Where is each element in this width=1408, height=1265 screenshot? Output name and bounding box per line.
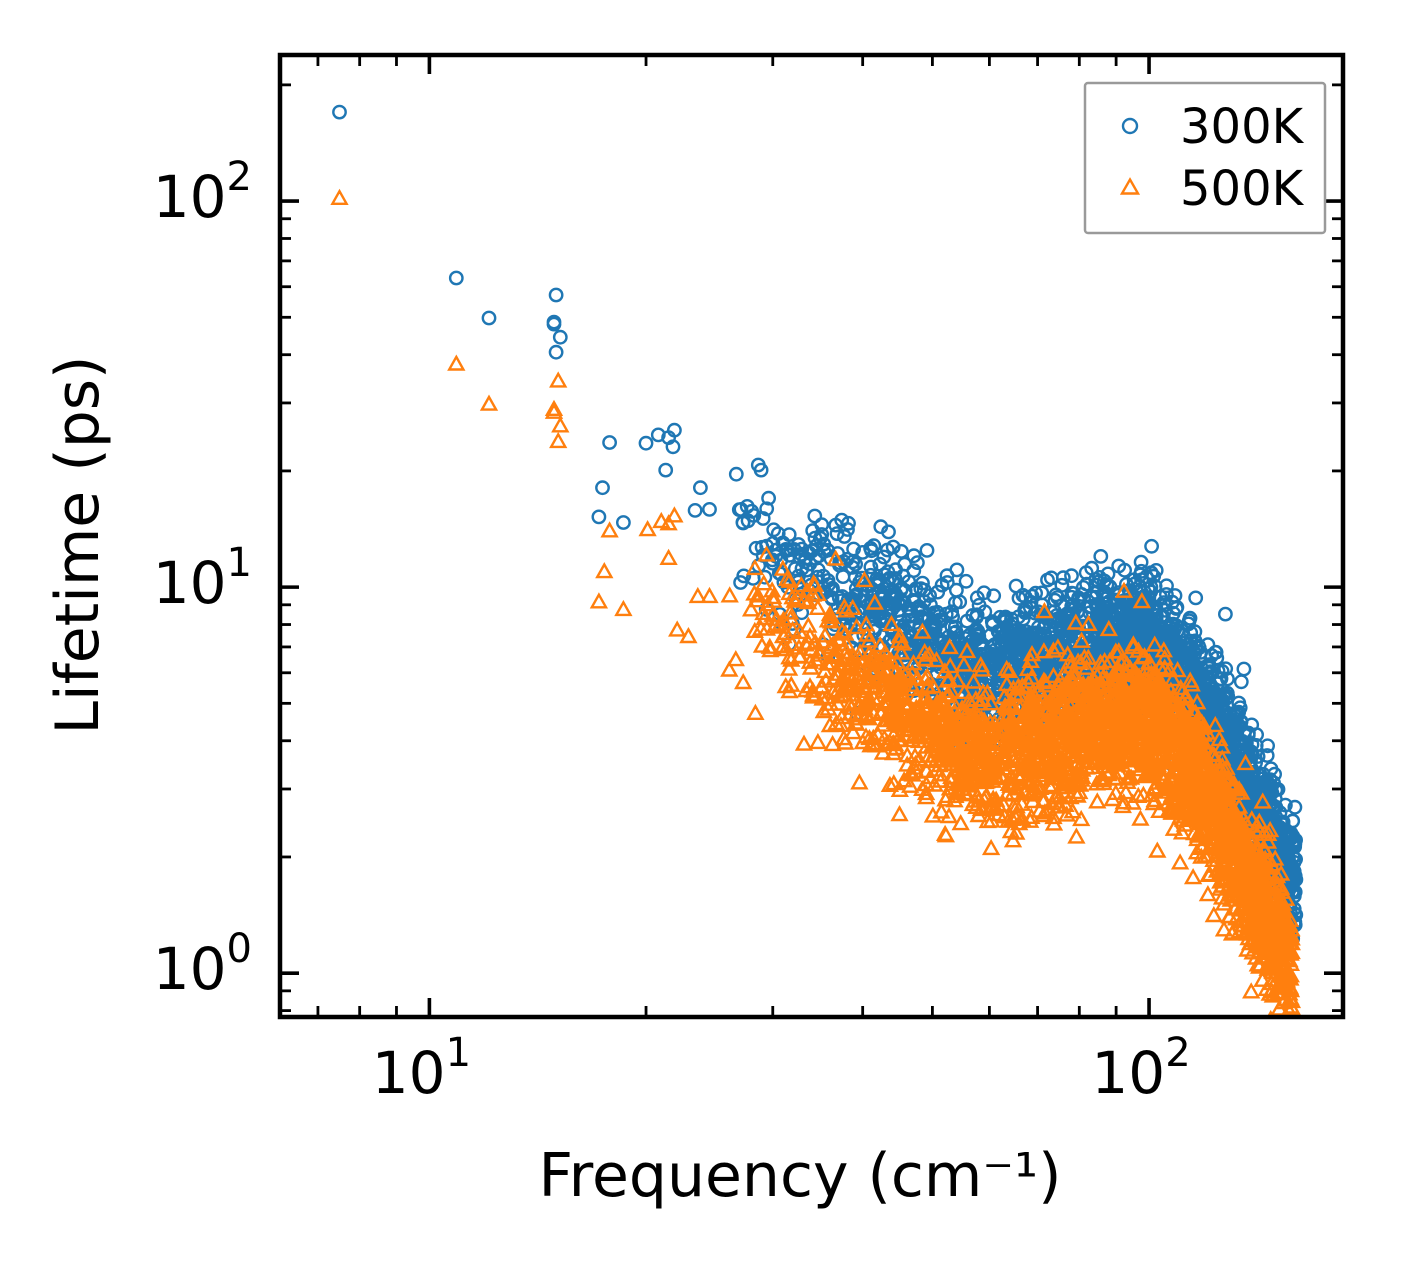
x-axis-label: Frequency (cm⁻¹) [538, 1141, 1061, 1211]
scatter-markers-500k [330, 188, 1302, 1017]
legend-label-500k: 500K [1180, 161, 1305, 217]
tick-label: 100 [153, 926, 252, 1003]
tick-label: 102 [1091, 1030, 1190, 1107]
tick-label: 101 [372, 1030, 471, 1107]
legend-marker-300k-icon [1121, 117, 1139, 135]
legend-marker-500k-icon [1119, 177, 1141, 195]
tick-label: 102 [153, 154, 252, 231]
legend-label-300k: 300K [1180, 99, 1305, 155]
tick-label: 101 [153, 540, 252, 617]
series-500k-points [330, 188, 1302, 1017]
legend: 300K 500K [1083, 81, 1327, 235]
y-axis-tick-labels: 100 101 102 [153, 154, 252, 1003]
y-axis-label: Lifetime (ps) [43, 356, 113, 735]
plot-frame [277, 52, 1346, 1020]
x-axis-tick-labels: 101 102 [372, 1030, 1191, 1107]
legend-box [1083, 81, 1327, 235]
